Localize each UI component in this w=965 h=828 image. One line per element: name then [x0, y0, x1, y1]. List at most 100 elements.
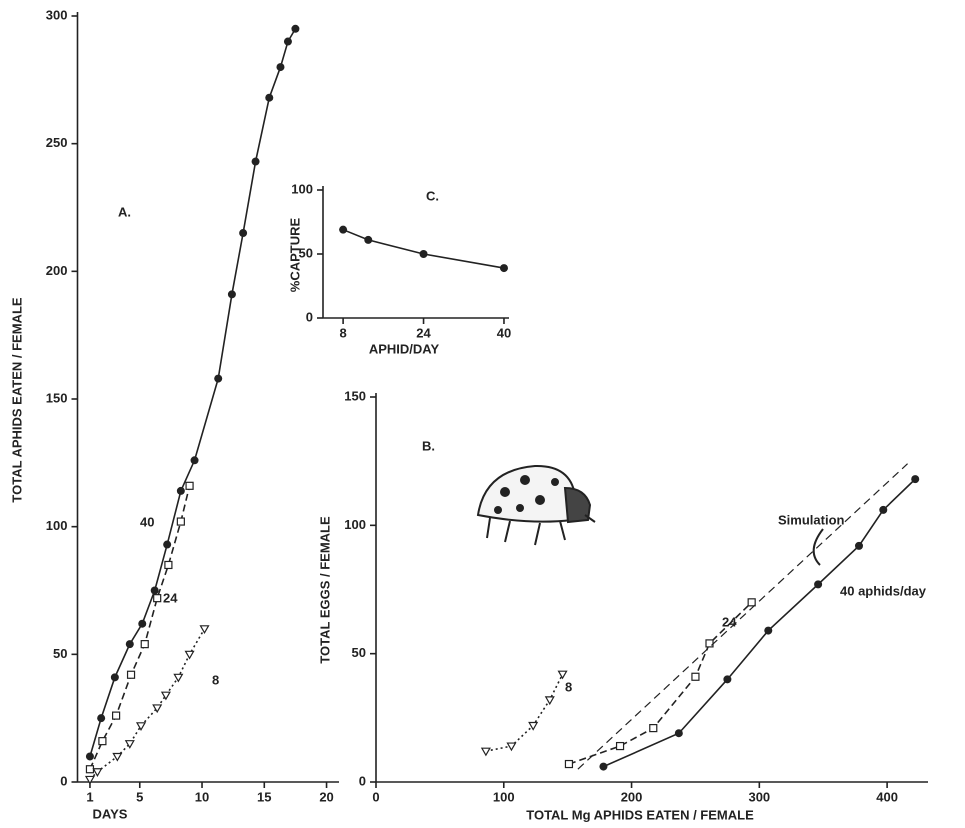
point [190, 456, 199, 465]
x-tick-label: 100 [493, 789, 515, 804]
point [214, 374, 223, 383]
point [879, 505, 888, 514]
point [135, 722, 147, 732]
panel-label: C. [426, 188, 439, 203]
point [173, 673, 184, 683]
point [283, 37, 292, 46]
point [227, 290, 236, 299]
y-tick-label: 250 [46, 135, 68, 150]
point [125, 640, 134, 649]
x-tick-label: 5 [136, 789, 143, 804]
point [112, 752, 123, 762]
point [855, 541, 863, 550]
point [97, 714, 106, 723]
point [124, 740, 135, 749]
point [499, 264, 508, 273]
x-tick-label: 300 [748, 789, 770, 804]
series-label: 40 aphids/day [840, 583, 927, 598]
x-tick-label: 1 [86, 789, 93, 804]
point [84, 775, 95, 785]
point [506, 742, 517, 752]
y-axis-label: TOTAL EGGS / FEMALE [317, 516, 332, 664]
y-tick-label: 100 [344, 517, 366, 532]
series-label: 40 [140, 514, 154, 529]
point [674, 729, 683, 738]
series-label: Simulation [778, 512, 845, 527]
y-tick-label: 50 [53, 646, 67, 661]
point [184, 650, 195, 660]
point [705, 639, 714, 648]
y-tick-label: 150 [344, 388, 366, 403]
point [291, 24, 300, 33]
point [185, 481, 194, 490]
point [419, 250, 428, 258]
point [814, 580, 823, 589]
y-tick-label: 50 [352, 645, 366, 660]
point [599, 762, 608, 771]
y-tick-label: 100 [291, 181, 313, 196]
y-tick-label: 0 [359, 773, 366, 788]
x-tick-label: 24 [416, 325, 431, 340]
y-axis-label: TOTAL APHIDS EATEN / FEMALE [9, 297, 24, 502]
ladybird-illustration [476, 464, 596, 546]
x-tick-label: 0 [372, 789, 379, 804]
x-tick-label: 10 [195, 789, 209, 804]
y-tick-label: 300 [46, 7, 68, 22]
point [691, 672, 700, 681]
series-label: 8 [565, 679, 572, 694]
point [140, 640, 149, 649]
point [764, 626, 773, 635]
point [92, 768, 103, 777]
point [153, 594, 162, 603]
series-line [577, 463, 908, 770]
x-tick-label: 8 [339, 325, 346, 340]
x-axis-label: APHID/DAY [369, 341, 440, 356]
series-line [89, 628, 206, 781]
x-tick-label: 20 [319, 789, 333, 804]
point [339, 225, 348, 234]
point [164, 560, 173, 570]
point [480, 747, 491, 757]
series-label: 24 [163, 590, 178, 605]
point [138, 619, 147, 628]
x-axis-label: TOTAL Mg APHIDS EATEN / FEMALE [526, 807, 754, 822]
panel-label: B. [422, 438, 435, 453]
x-axis-label: DAYS [93, 806, 128, 821]
series-line [485, 673, 564, 752]
point [544, 696, 555, 706]
point [160, 691, 171, 701]
y-tick-label: 0 [306, 309, 313, 324]
point [276, 63, 285, 72]
point [176, 486, 185, 495]
point [251, 157, 260, 166]
point [110, 673, 119, 682]
y-tick-label: 100 [46, 518, 68, 533]
series-line [89, 28, 297, 757]
annotation-arrow [812, 528, 824, 566]
point [163, 540, 172, 549]
point [239, 229, 248, 238]
x-tick-label: 40 [497, 325, 511, 340]
point [528, 721, 539, 731]
point [649, 723, 658, 733]
point [747, 598, 756, 607]
series-label: 24 [722, 614, 737, 629]
y-tick-label: 150 [46, 390, 68, 405]
series-label: 8 [212, 672, 219, 687]
x-tick-label: 200 [621, 789, 643, 804]
y-tick-label: 200 [46, 263, 68, 278]
point [152, 704, 163, 714]
y-axis-label: %CAPTURE [287, 217, 302, 292]
point [150, 586, 159, 595]
point [557, 670, 568, 680]
point [364, 235, 373, 244]
point [126, 670, 136, 679]
x-tick-label: 15 [257, 789, 271, 804]
point [911, 475, 920, 484]
point [199, 625, 210, 635]
point [615, 741, 625, 751]
series-line [342, 228, 505, 269]
point [112, 711, 121, 720]
y-tick-label: 0 [60, 773, 67, 788]
